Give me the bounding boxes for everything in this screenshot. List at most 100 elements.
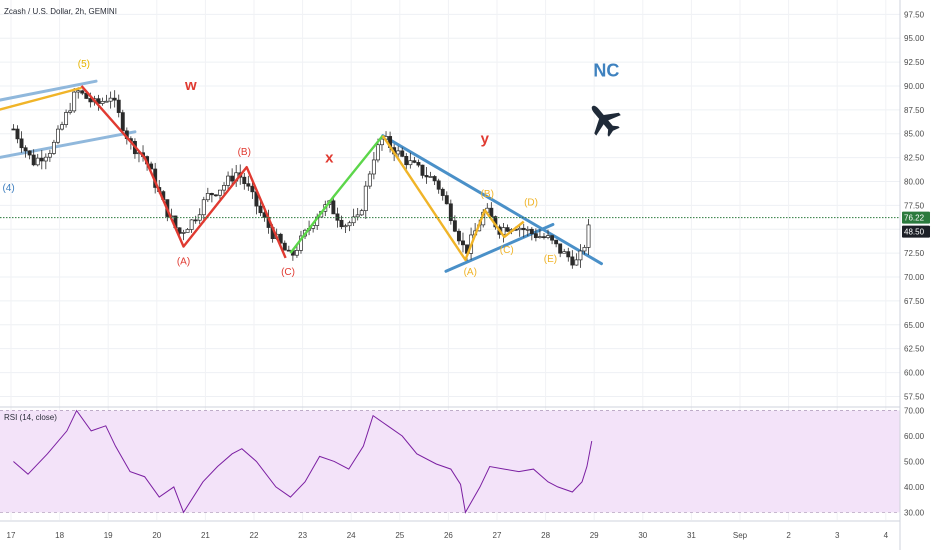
last-price-badge: 76.22 bbox=[902, 211, 930, 224]
wave-line bbox=[0, 86, 82, 111]
candle-body bbox=[282, 242, 287, 251]
rsi-tick-label: 50.00 bbox=[904, 457, 925, 466]
candle-body bbox=[400, 150, 405, 157]
candle-body bbox=[412, 160, 417, 163]
wave-lines bbox=[0, 85, 525, 262]
time-tick-label: 28 bbox=[541, 531, 550, 540]
candle-body bbox=[181, 232, 186, 234]
candle-body bbox=[201, 199, 206, 216]
candle-body bbox=[489, 207, 494, 217]
candle-body bbox=[359, 210, 364, 216]
wave-label: (A) bbox=[177, 257, 190, 268]
time-tick-label: 27 bbox=[493, 531, 502, 540]
time-tick-label: Sep bbox=[733, 531, 748, 540]
price-tick-label: 92.50 bbox=[904, 58, 925, 67]
wave-label: (E) bbox=[544, 254, 557, 265]
candle-body bbox=[112, 97, 117, 101]
candle-body bbox=[550, 235, 555, 241]
rsi-tick-label: 70.00 bbox=[904, 407, 925, 416]
time-axis[interactable]: 17 18 19 20 21 22 23 24 25 26 27 28 29 30 31 Sep 2 3 4 bbox=[7, 531, 889, 540]
price-tick-label: 82.50 bbox=[904, 154, 925, 163]
time-tick-label: 2 bbox=[786, 531, 791, 540]
rsi-value-badge: 48.50 bbox=[902, 225, 930, 238]
trend-line bbox=[0, 130, 137, 159]
rsi-tick-label: 60.00 bbox=[904, 432, 925, 441]
candle-body bbox=[582, 247, 587, 252]
candle-body bbox=[456, 230, 461, 242]
candle-body bbox=[396, 150, 401, 155]
candle-body bbox=[286, 249, 291, 252]
candle-body bbox=[209, 192, 214, 196]
price-axis[interactable]: 97.50 95.00 92.50 90.00 87.50 85.00 82.50 80.00… bbox=[904, 10, 925, 401]
candle-body bbox=[226, 175, 231, 186]
candle-body bbox=[331, 200, 336, 215]
candle-body bbox=[570, 256, 575, 266]
price-tick-label: 87.50 bbox=[904, 106, 925, 115]
candle-body bbox=[68, 110, 73, 113]
wave-label: w bbox=[184, 77, 197, 94]
wave-line bbox=[289, 134, 384, 254]
candle-body bbox=[525, 228, 530, 231]
candle-body bbox=[19, 138, 24, 149]
candle-body bbox=[537, 236, 542, 238]
candle-body bbox=[39, 157, 44, 162]
candlesticks bbox=[11, 87, 591, 269]
candle-body bbox=[43, 156, 48, 162]
candle-body bbox=[586, 224, 591, 248]
candle-body bbox=[278, 233, 283, 244]
time-tick-label: 4 bbox=[884, 531, 889, 540]
candle-body bbox=[424, 175, 429, 178]
candle-body bbox=[542, 236, 546, 238]
time-tick-label: 3 bbox=[835, 531, 840, 540]
candle-body bbox=[428, 176, 433, 178]
price-tick-label: 67.50 bbox=[904, 297, 925, 306]
candle-body bbox=[116, 99, 121, 113]
rsi-label: RSI (14, close) bbox=[4, 413, 57, 422]
candle-body bbox=[246, 183, 251, 187]
time-tick-label: 29 bbox=[590, 531, 599, 540]
trend-line bbox=[0, 79, 98, 102]
price-tick-label: 60.00 bbox=[904, 369, 925, 378]
candle-body bbox=[574, 259, 579, 266]
price-tick-label: 65.00 bbox=[904, 321, 925, 330]
candle-body bbox=[339, 219, 344, 228]
price-tick-label: 62.50 bbox=[904, 345, 925, 354]
candle-body bbox=[355, 214, 360, 218]
candle-body bbox=[108, 97, 113, 102]
price-tick-label: 77.50 bbox=[904, 201, 925, 210]
trend-line bbox=[444, 222, 555, 273]
candle-body bbox=[529, 228, 534, 235]
wave-label: (C) bbox=[500, 245, 514, 256]
price-tick-label: 90.00 bbox=[904, 82, 925, 91]
candle-body bbox=[193, 219, 198, 222]
candle-body bbox=[521, 227, 526, 231]
price-tick-label: 95.00 bbox=[904, 34, 925, 43]
wave-label: (4) bbox=[2, 183, 14, 194]
candle-body bbox=[566, 251, 571, 258]
price-tick-label: 72.50 bbox=[904, 249, 925, 258]
candle-body bbox=[72, 91, 77, 112]
candle-body bbox=[250, 185, 255, 193]
candle-body bbox=[517, 227, 522, 231]
candle-body bbox=[230, 175, 235, 182]
candle-body bbox=[448, 203, 453, 222]
candle-body bbox=[440, 188, 445, 196]
time-tick-label: 17 bbox=[7, 531, 16, 540]
candle-body bbox=[461, 240, 465, 246]
candle-body bbox=[444, 195, 449, 205]
candle-body bbox=[100, 101, 105, 104]
candle-body bbox=[351, 216, 356, 224]
rsi-band bbox=[0, 410, 900, 513]
time-tick-label: 20 bbox=[152, 531, 161, 540]
candle-body bbox=[51, 141, 56, 154]
candle-body bbox=[185, 229, 190, 233]
price-tick-label: 80.00 bbox=[904, 178, 925, 187]
rsi-tick-label: 30.00 bbox=[904, 508, 925, 517]
time-tick-label: 22 bbox=[250, 531, 259, 540]
candle-body bbox=[416, 162, 421, 166]
time-tick-label: 21 bbox=[201, 531, 210, 540]
time-tick-label: 24 bbox=[347, 531, 356, 540]
candle-body bbox=[335, 213, 340, 221]
candle-body bbox=[47, 153, 52, 158]
